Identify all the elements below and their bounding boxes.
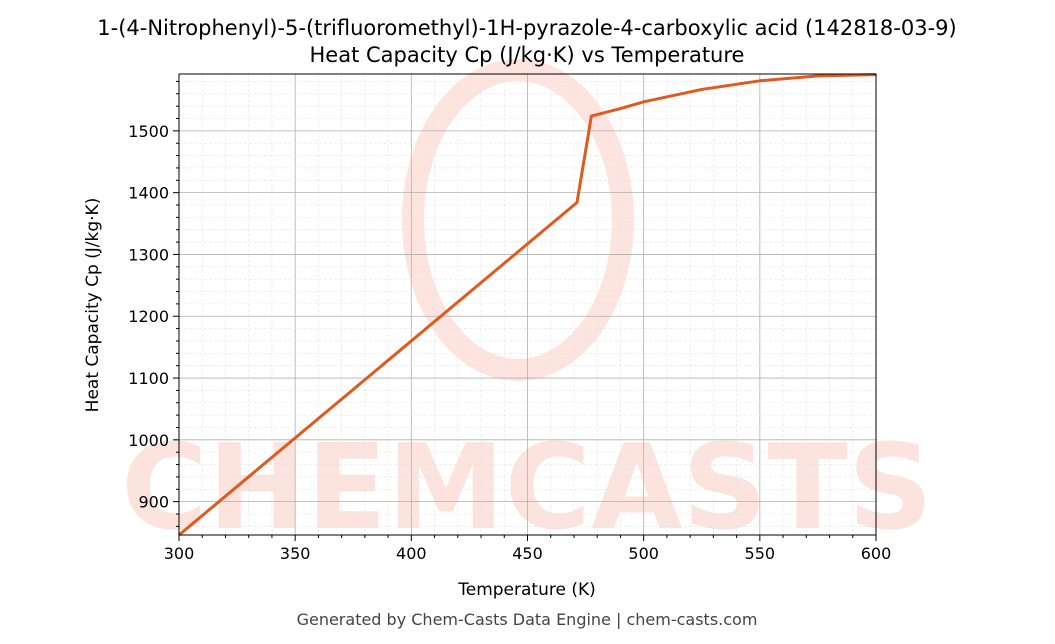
x-tick-label: 550 <box>745 544 776 563</box>
x-tick-label: 350 <box>280 544 311 563</box>
y-tick-label: 1000 <box>128 431 169 450</box>
watermark: CHEMCASTS <box>121 59 933 556</box>
footer-credit: Generated by Chem-Casts Data Engine | ch… <box>297 610 758 629</box>
chart-title: 1-(4-Nitrophenyl)-5-(trifluoromethyl)-1H… <box>97 16 956 40</box>
x-tick-label: 500 <box>628 544 659 563</box>
watermark-logo <box>402 59 634 381</box>
y-tick-label: 900 <box>138 493 169 512</box>
y-axis-label: Heat Capacity Cp (J/kg·K) <box>83 198 103 413</box>
x-tick-label: 300 <box>164 544 195 563</box>
y-tick-label: 1200 <box>128 307 169 326</box>
watermark-text: CHEMCASTS <box>121 418 933 556</box>
y-tick-label: 1300 <box>128 245 169 264</box>
x-tick-label: 600 <box>861 544 892 563</box>
x-tick-label: 400 <box>396 544 427 563</box>
x-tick-label: 450 <box>512 544 543 563</box>
y-tick-label: 1500 <box>128 122 169 141</box>
chart-subtitle: Heat Capacity Cp (J/kg·K) vs Temperature <box>310 43 745 67</box>
y-tick-label: 1100 <box>128 369 169 388</box>
series-line-cp <box>178 73 877 537</box>
y-tick-label: 1400 <box>128 184 169 203</box>
x-axis-label: Temperature (K) <box>457 580 596 600</box>
